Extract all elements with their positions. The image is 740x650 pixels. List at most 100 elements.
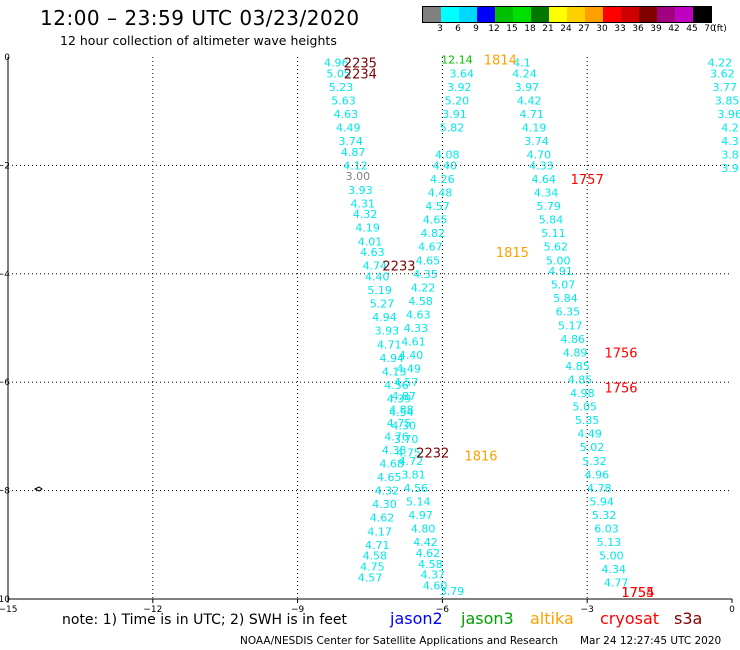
swh-value-label: 3.79 [440, 585, 465, 598]
swh-value-label: 3.77 [713, 81, 738, 94]
swh-value-label: 4.65 [423, 214, 448, 227]
color-swatch [567, 7, 585, 22]
swh-value-label: 6.03 [594, 523, 619, 536]
swh-value-label: 5.13 [597, 536, 622, 549]
swh-value-label: 4.86 [560, 333, 585, 346]
swh-value-label: 4.33 [529, 159, 554, 172]
swh-value-label: 4.49 [577, 428, 602, 441]
swh-value-label: 5.19 [367, 284, 392, 297]
swh-value-label: 4.56 [384, 379, 409, 392]
color-legend-label: 15 [506, 24, 518, 34]
swh-values: 4.965.055.235.634.634.493.744.874.123.00… [324, 54, 740, 598]
page-subtitle: 12 hour collection of altimeter wave hei… [60, 33, 337, 48]
swh-value-label: 5.35 [575, 414, 600, 427]
lon-tick-label: −6 [436, 605, 450, 615]
lat-tick-label: −6 [0, 378, 10, 388]
swh-value-label: 4.34 [534, 187, 559, 200]
swh-value-label: 5.05 [573, 401, 598, 414]
swh-value-label: 4.62 [416, 547, 441, 560]
swh-value-label: 3.91 [442, 108, 467, 121]
swh-value-label: 4.91 [548, 265, 573, 278]
swh-value-label: 5.02 [580, 441, 605, 454]
lon-tick-label: −15 [0, 605, 18, 615]
swh-value-label: 4.42 [413, 536, 438, 549]
color-legend-label: 24 [560, 24, 572, 34]
swh-value-label: 5.62 [544, 241, 569, 254]
swh-value-label: 4.30 [372, 498, 397, 511]
pass-time-label: 2233 [382, 260, 415, 275]
color-swatch [495, 7, 513, 22]
page-title: 12:00 – 23:59 UTC 03/23/2020 [40, 6, 360, 30]
color-legend-label: 33 [614, 24, 626, 34]
swh-value-label: 4.56 [404, 482, 429, 495]
pass-time-label: 1756 [604, 382, 637, 397]
swh-value-label: 5.05 [326, 67, 351, 80]
island-outline [33, 486, 43, 492]
swh-value-label: 4.31 [351, 197, 376, 210]
swh-value-label: 4.77 [604, 577, 629, 590]
swh-value-label: 4.40 [365, 271, 390, 284]
swh-value-label: 5.11 [541, 227, 566, 240]
swh-value-label: 4.19 [522, 121, 547, 134]
map-axes: −15 −12 −9 −6 −3 0 0 −2 −4 −6 −8 −10 [0, 53, 735, 615]
color-swatch [639, 7, 657, 22]
swh-value-label: 4.85 [565, 360, 590, 373]
color-legend-label: 27 [578, 24, 590, 34]
swh-value-label: 4.78 [587, 482, 612, 495]
map-grid [8, 57, 732, 599]
swh-value-label: 3.74 [338, 135, 363, 148]
swh-value-label: 4.88 [389, 403, 414, 416]
swh-value-label: 4.63 [406, 308, 431, 321]
swh-value-label: 4.54 [389, 406, 414, 419]
satellite-legend-jason2: jason2 [390, 609, 443, 628]
swh-value-label: 4.89 [563, 346, 588, 359]
swh-value-label: 4.94 [372, 311, 397, 324]
swh-value-label: 3.97 [515, 81, 540, 94]
swh-value-label: 3.74 [524, 135, 549, 148]
color-legend-label: 3 [437, 24, 443, 34]
swh-value-label: 4.01 [358, 235, 383, 248]
swh-value-label: 4.17 [367, 525, 392, 538]
color-legend-label: 45 [686, 24, 698, 34]
swh-value-label: 4.64 [532, 173, 557, 186]
color-legend-bar [422, 6, 712, 23]
swh-value-label: 4.26 [430, 173, 455, 186]
swh-value-label: 3.96 [717, 108, 740, 121]
swh-value-label: 3.00 [346, 170, 371, 183]
swh-value-label: 4.65 [377, 471, 402, 484]
swh-value-label: 4.75 [396, 447, 421, 460]
satellite-legend-s3a: s3a [674, 609, 703, 628]
swh-value-label: 4.22 [411, 281, 436, 294]
color-swatch [513, 7, 531, 22]
swh-value-label: 4.13 [382, 365, 407, 378]
swh-value-label: 4.71 [519, 108, 544, 121]
pass-time-label: 1756 [604, 346, 637, 361]
swh-value-label: 4.70 [527, 149, 552, 162]
swh-value-label: 3.93 [375, 325, 400, 338]
color-swatch [603, 7, 621, 22]
pass-time-label: 1816 [464, 449, 497, 464]
swh-value-label: 4.57 [425, 200, 450, 213]
swh-value-label: 3.62 [710, 67, 735, 80]
color-legend-label: 9 [473, 24, 479, 34]
swh-value-label: 6.35 [556, 306, 581, 319]
color-legend-label: 42 [668, 24, 680, 34]
swh-value-label: 4.85 [568, 373, 593, 386]
color-legend-label: 30 [596, 24, 608, 34]
swh-value-label: 3.64 [449, 67, 474, 80]
swh-value-label: 5.00 [599, 550, 624, 563]
footer-timestamp: Mar 24 12:27:45 UTC 2020 [580, 635, 722, 647]
swh-value-label: 4.3 [721, 135, 739, 148]
swh-value-label: 4.40 [433, 159, 458, 172]
swh-value-label: 4.65 [416, 254, 441, 267]
pass-time-label: 2234 [344, 67, 377, 82]
swh-value-label: 4.32 [353, 208, 378, 221]
swh-value-label: 5.14 [406, 495, 431, 508]
swh-value-label: 4.2 [721, 121, 739, 134]
swh-value-label: 4.35 [413, 268, 438, 281]
satellite-legend-cryosat: cryosat [600, 609, 660, 628]
swh-value-label: 4.40 [399, 349, 424, 362]
swh-value-label: 4.76 [384, 430, 409, 443]
swh-value-label: 4.34 [601, 563, 626, 576]
color-legend-label: 70 [704, 24, 716, 34]
